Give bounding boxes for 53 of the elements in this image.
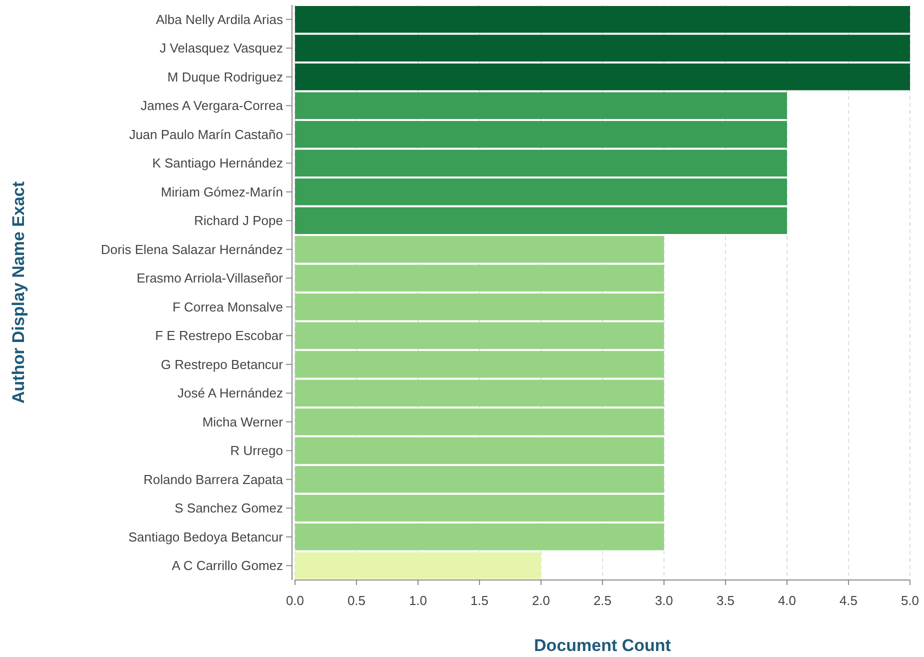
bar — [295, 524, 664, 550]
y-tick-label: Rolando Barrera Zapata — [144, 472, 284, 487]
bar — [295, 466, 664, 493]
x-axis-title: Document Count — [534, 636, 672, 655]
x-tick-label: 0.5 — [347, 593, 366, 608]
y-tick-label: James A Vergara-Correa — [140, 98, 284, 114]
y-tick-label: F Correa Monsalve — [172, 299, 283, 314]
x-tick-label: 3.0 — [654, 593, 674, 608]
x-tick-label: 4.5 — [839, 593, 858, 608]
y-tick-label: S Sanchez Gomez — [174, 500, 283, 516]
x-tick-label: 1.0 — [408, 593, 428, 608]
bar — [295, 552, 541, 579]
bar — [295, 236, 664, 263]
bar — [295, 294, 664, 320]
y-tick-label: José A Hernández — [177, 386, 283, 401]
bar — [295, 437, 664, 464]
bar — [295, 322, 664, 349]
y-tick-label: J Velasquez Vasquez — [160, 40, 283, 56]
y-tick-label: M Duque Rodriguez — [167, 69, 283, 84]
x-tick-label: 0.0 — [286, 593, 304, 608]
bar — [295, 150, 787, 176]
y-tick-label: Micha Werner — [202, 414, 284, 430]
x-tick-label: 5.0 — [900, 593, 920, 608]
y-tick-label: R Urrego — [230, 443, 283, 458]
y-tick-label: Santiago Bedoya Betancur — [128, 529, 284, 544]
y-axis-title: Author Display Name Exact — [9, 181, 28, 404]
bar — [295, 494, 664, 522]
x-tick-label: 2.5 — [593, 593, 612, 608]
y-tick-label: A C Carrillo Gomez — [172, 558, 283, 574]
y-tick-label: K Santiago Hernández — [152, 156, 283, 171]
y-tick-label: Richard J Pope — [194, 213, 283, 228]
bar — [295, 207, 787, 234]
bar — [295, 92, 787, 119]
y-tick-label: Alba Nelly Ardila Arias — [156, 12, 284, 27]
x-tick-label: 2.0 — [532, 593, 550, 608]
bar — [295, 264, 664, 292]
y-tick-label: Doris Elena Salazar Hernández — [100, 242, 283, 257]
y-tick-label: G Restrepo Betancur — [160, 356, 284, 372]
x-tick-label: 3.5 — [716, 593, 735, 608]
x-tick-label: 4.0 — [778, 593, 796, 608]
bar — [295, 121, 787, 148]
bar — [295, 380, 664, 406]
bar — [295, 64, 910, 90]
y-tick-label: F E Restrepo Escobar — [155, 328, 284, 344]
y-tick-label: Erasmo Arriola-Villaseñor — [136, 270, 284, 286]
bar — [295, 34, 910, 62]
bar — [295, 178, 787, 206]
bar — [295, 351, 664, 378]
y-tick-label: Juan Paulo Marín Castaño — [129, 126, 283, 142]
bar — [295, 408, 664, 436]
y-tick-label: Miriam Gómez-Marín — [160, 184, 283, 200]
bar — [295, 6, 910, 33]
x-tick-label: 1.5 — [470, 593, 489, 608]
